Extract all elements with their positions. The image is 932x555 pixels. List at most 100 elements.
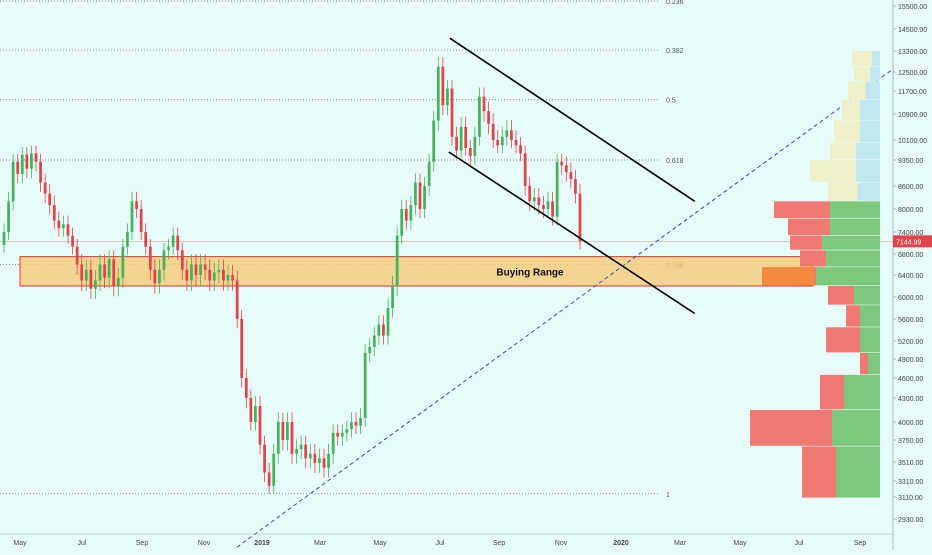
vp-bar-right xyxy=(826,250,880,267)
y-tick-label: 10900.00 xyxy=(898,112,927,119)
candle-body xyxy=(423,186,426,209)
buying-range-zone: Buying Range xyxy=(19,256,814,287)
candle-body xyxy=(272,453,276,486)
vp-bar-left xyxy=(830,142,856,160)
candle-body xyxy=(546,201,550,209)
candle-body xyxy=(359,418,362,426)
fib-label: 0.618 xyxy=(666,158,684,165)
candle-body xyxy=(382,324,385,336)
vp-bar-left xyxy=(750,410,832,446)
y-tick-label: 14500.00 xyxy=(898,27,927,34)
y-tick-label: 6400.00 xyxy=(898,273,923,280)
candle-body xyxy=(286,422,289,440)
candle-body xyxy=(464,127,468,148)
vp-bar-right xyxy=(832,410,880,446)
candle-body xyxy=(107,259,111,278)
candle-body xyxy=(112,259,116,286)
candle-body xyxy=(564,165,568,173)
candle-body xyxy=(537,197,541,206)
current-price-tag xyxy=(893,235,932,248)
candle-body xyxy=(336,432,340,437)
candle-body xyxy=(340,432,344,437)
buying-range-rect xyxy=(19,256,814,287)
candle-body xyxy=(377,324,381,336)
candle-body xyxy=(308,453,312,459)
candle-body xyxy=(299,444,303,450)
candle-body xyxy=(212,272,216,281)
candle-body xyxy=(322,458,326,468)
candle-body xyxy=(327,453,330,468)
y-tick-label: 2930.00 xyxy=(898,517,923,524)
candle-body xyxy=(505,130,509,137)
candle-body xyxy=(75,246,79,265)
candle-body xyxy=(555,161,559,217)
fib-label: 1 xyxy=(666,492,670,499)
vp-bar-right xyxy=(860,327,880,353)
y-tick-label: 4000.00 xyxy=(898,420,923,427)
vp-bar-left xyxy=(790,235,822,250)
x-tick-label: Nov xyxy=(555,540,568,547)
candle-body xyxy=(20,154,24,174)
vp-bar-left xyxy=(828,286,854,305)
candle-body xyxy=(98,264,102,281)
candle-body xyxy=(354,422,358,426)
candle-body xyxy=(368,347,372,353)
candle-body xyxy=(208,269,212,281)
candle-body xyxy=(34,153,38,162)
candle-body xyxy=(427,161,431,186)
fib-label: 0.236 xyxy=(666,0,684,6)
candle-body xyxy=(551,201,554,217)
candle-body xyxy=(121,246,125,278)
candle-body xyxy=(473,136,477,156)
candle-body xyxy=(514,140,518,146)
candle-body xyxy=(409,205,413,221)
y-tick-label: 6000.00 xyxy=(898,295,923,302)
candle-body xyxy=(94,280,97,289)
candle-body xyxy=(363,353,367,418)
vp-bar-right xyxy=(854,286,880,305)
vp-bar-right xyxy=(822,235,880,250)
candle-body xyxy=(487,111,490,124)
candle-body xyxy=(235,280,239,319)
channel-lower-line xyxy=(448,151,696,315)
candle-body xyxy=(290,422,294,454)
candle-body xyxy=(25,154,29,169)
candle-body xyxy=(89,269,93,289)
candle-body xyxy=(84,269,88,281)
vp-bar-left xyxy=(826,327,860,353)
x-tick-label: Mar xyxy=(314,540,327,547)
candle-body xyxy=(244,378,248,398)
candle-body xyxy=(574,179,577,194)
candle-body xyxy=(532,197,536,202)
candle-body xyxy=(510,130,513,140)
vp-bar-right xyxy=(830,201,880,218)
candle-body xyxy=(62,224,65,229)
candle-body xyxy=(7,201,10,232)
candle-body xyxy=(331,432,335,454)
x-tick-label: Jul xyxy=(78,540,87,547)
vp-highlight xyxy=(762,267,814,286)
candle-body xyxy=(66,224,70,236)
candle-body xyxy=(180,250,184,270)
y-tick-label: 3510.00 xyxy=(898,460,923,467)
vp-bar-right xyxy=(856,160,880,182)
candle-body xyxy=(436,66,440,121)
candle-body xyxy=(391,286,394,308)
candle-body xyxy=(16,161,20,174)
y-tick-label: 3310.00 xyxy=(898,479,923,486)
candle-body xyxy=(153,269,157,284)
vp-bar-left xyxy=(842,99,860,120)
candle-body xyxy=(240,319,244,378)
candle-body xyxy=(450,88,454,137)
candle-body xyxy=(491,123,495,140)
y-tick-label: 4300.00 xyxy=(898,396,923,403)
candle-body xyxy=(432,120,436,162)
vp-bar-right xyxy=(844,374,880,410)
x-tick-label: May xyxy=(373,540,387,547)
vp-bar-left xyxy=(834,120,860,143)
candle-body xyxy=(459,127,463,151)
candle-body xyxy=(249,398,253,422)
candle-body xyxy=(528,186,532,202)
candle-body xyxy=(158,269,161,284)
